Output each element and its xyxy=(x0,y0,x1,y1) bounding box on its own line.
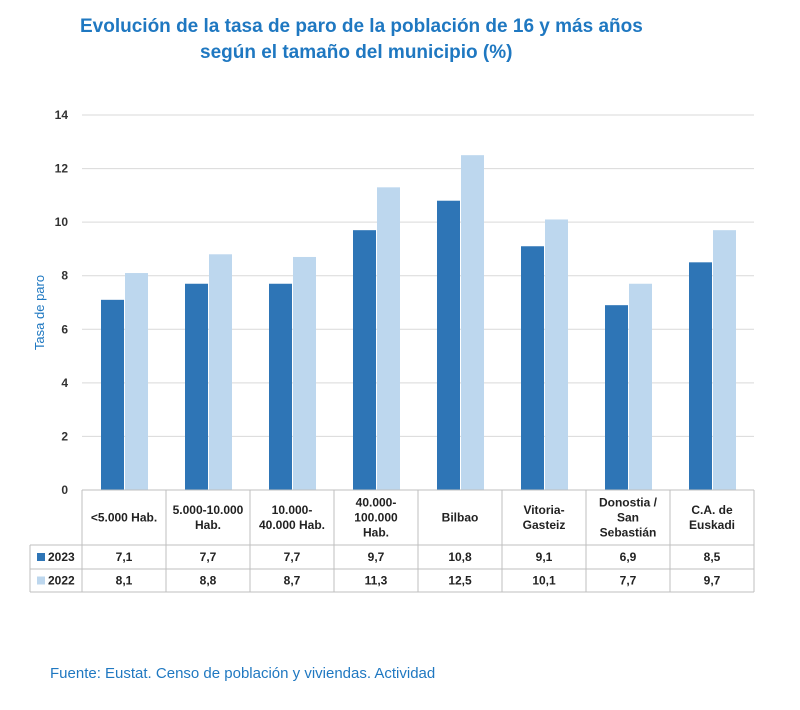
bar-2022-7 xyxy=(713,230,736,490)
bar-2022-1 xyxy=(209,254,232,490)
category-label: 5.000-10.000 xyxy=(173,503,244,517)
category-label: 40.000 Hab. xyxy=(259,518,325,532)
category-label: Bilbao xyxy=(442,511,479,525)
data-label-2022-2: 8,7 xyxy=(284,574,301,588)
y-tick-label: 10 xyxy=(55,215,69,229)
data-label-2023-7: 8,5 xyxy=(704,550,721,564)
bar-2023-4 xyxy=(437,200,460,490)
bar-chart: 0 2 4 6 8 10 12 14 Tasa de paro <5.000 Hab. 5.000-… xyxy=(29,108,755,593)
data-label-2022-3: 11,3 xyxy=(365,574,388,588)
legend-label-2023: 2023 xyxy=(48,550,75,564)
data-label-2022-5: 10,1 xyxy=(532,574,556,588)
y-tick-label: 8 xyxy=(61,269,68,283)
y-tick-label: 12 xyxy=(55,162,69,176)
category-label: C.A. de xyxy=(691,503,733,517)
category-label: 40.000- xyxy=(356,496,397,510)
y-tick-label: 6 xyxy=(61,322,68,336)
category-label: <5.000 Hab. xyxy=(91,511,157,525)
legend-key-2022 xyxy=(37,576,45,585)
bar-2023-1 xyxy=(185,283,208,490)
bar-2023-6 xyxy=(605,305,628,490)
bar-2022-3 xyxy=(377,187,400,491)
legend-label-2022: 2022 xyxy=(48,574,75,588)
category-label: Hab. xyxy=(195,518,221,532)
bar-2023-0 xyxy=(101,299,124,490)
chart-title-line-2: según el tamaño del municipio (%) xyxy=(200,42,513,63)
y-tick-label: 2 xyxy=(61,429,68,443)
category-label: San xyxy=(617,511,639,525)
data-label-2023-0: 7,1 xyxy=(116,550,133,564)
y-axis-label: Tasa de paro xyxy=(32,275,47,350)
category-label: 100.000 xyxy=(354,511,398,525)
category-label: Sebastián xyxy=(600,526,657,540)
y-tick-label: 14 xyxy=(55,108,69,122)
category-label: Hab. xyxy=(363,526,389,540)
data-label-2022-1: 8,8 xyxy=(200,574,217,588)
bar-2022-6 xyxy=(629,283,652,490)
category-label: Euskadi xyxy=(689,518,735,532)
source-note: Fuente: Eustat. Censo de población y viv… xyxy=(50,665,436,682)
bar-2023-5 xyxy=(521,246,544,490)
bar-2022-5 xyxy=(545,219,568,490)
data-label-2023-3: 9,7 xyxy=(368,550,385,564)
chart-title: Evolución de la tasa de paro de la pobla… xyxy=(0,14,800,66)
category-label: Gasteiz xyxy=(523,518,566,532)
bar-2023-7 xyxy=(689,262,712,490)
bar-2022-4 xyxy=(461,155,484,490)
data-label-2023-2: 7,7 xyxy=(284,550,301,564)
category-label: 10.000- xyxy=(272,503,313,517)
data-label-2022-7: 9,7 xyxy=(704,574,721,588)
legend-key-2023 xyxy=(37,553,45,561)
data-label-2023-1: 7,7 xyxy=(200,550,217,564)
category-label: Donostia / xyxy=(599,496,658,510)
data-label-2022-4: 12,5 xyxy=(448,574,472,588)
data-label-2022-0: 8,1 xyxy=(116,574,133,588)
data-label-2023-5: 9,1 xyxy=(536,550,553,564)
category-label: Vitoria- xyxy=(523,503,564,517)
bar-2023-3 xyxy=(353,230,376,490)
data-label-2022-6: 7,7 xyxy=(620,574,637,588)
chart-title-line-1: Evolución de la tasa de paro de la pobla… xyxy=(80,16,643,37)
y-tick-label: 0 xyxy=(61,483,68,497)
bar-2023-2 xyxy=(269,283,292,490)
data-label-2023-4: 10,8 xyxy=(448,550,472,564)
bar-2022-0 xyxy=(125,273,148,490)
data-label-2023-6: 6,9 xyxy=(620,550,637,564)
bar-2022-2 xyxy=(293,256,316,490)
y-tick-label: 4 xyxy=(61,376,68,390)
